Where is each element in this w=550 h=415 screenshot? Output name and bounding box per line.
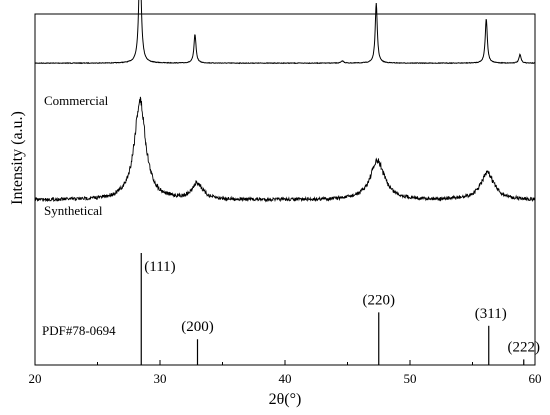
reference-label: PDF#78-0694 xyxy=(42,323,116,338)
hkl-label-220: (220) xyxy=(363,292,396,308)
hkl-label-200: (200) xyxy=(181,319,214,335)
x-tick-label: 60 xyxy=(529,371,542,386)
series-label-synthetical: Synthetical xyxy=(44,203,103,218)
y-axis-title: Intensity (a.u.) xyxy=(9,111,26,205)
series-label-commercial: Commercial xyxy=(44,93,109,108)
x-tick-label: 30 xyxy=(154,371,167,386)
series-line-commercial xyxy=(34,0,536,65)
hkl-label-222: (222) xyxy=(508,339,541,355)
series-line-synthetical xyxy=(34,96,536,203)
x-tick-label: 20 xyxy=(29,371,42,386)
x-tick-label: 50 xyxy=(404,371,417,386)
hkl-label-311: (311) xyxy=(475,306,507,322)
x-axis-title: 2θ(°) xyxy=(269,391,302,408)
x-tick-label: 40 xyxy=(279,371,292,386)
hkl-label-111: (111) xyxy=(144,259,175,275)
